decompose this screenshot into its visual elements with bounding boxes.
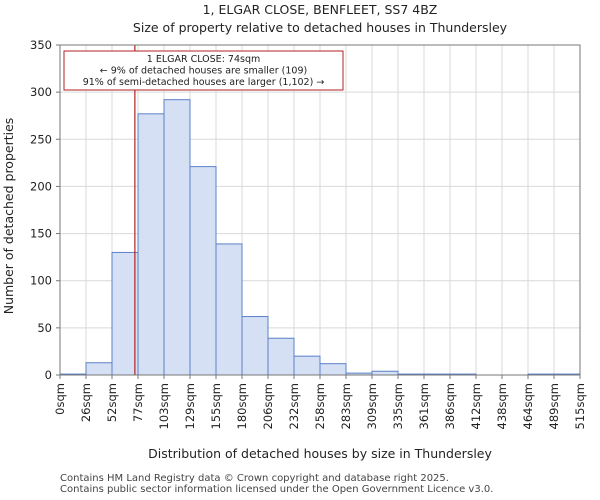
x-tick-label-14: 361sqm — [417, 383, 431, 429]
x-axis-label: Distribution of detached houses by size … — [148, 446, 492, 461]
x-tick-label-4: 103sqm — [157, 383, 171, 429]
annotation-line-0: 1 ELGAR CLOSE: 74sqm — [147, 54, 260, 65]
y-tick-label-5: 250 — [30, 132, 52, 146]
bar-7 — [241, 316, 269, 376]
bar-6 — [215, 243, 243, 376]
x-tick-label-15: 386sqm — [443, 383, 457, 429]
y-tick-label-7: 350 — [30, 38, 52, 52]
x-tick-label-18: 464sqm — [521, 383, 535, 429]
bar-9 — [293, 355, 321, 376]
x-tick-label-1: 26sqm — [79, 383, 93, 422]
y-tick-label-4: 200 — [30, 179, 52, 193]
x-tick-label-13: 335sqm — [391, 383, 405, 429]
marker-group: 1 ELGAR CLOSE: 74sqm← 9% of detached hou… — [63, 45, 344, 375]
x-tick-label-0: 0sqm — [53, 383, 67, 415]
x-tick-labels: 0sqm 26sqm 52sqm 77sqm 103sqm 129sqm 155sqm 180… — [53, 375, 587, 429]
bar-10 — [319, 363, 347, 376]
x-tick-label-3: 77sqm — [131, 383, 145, 422]
x-tick-label-5: 129sqm — [183, 383, 197, 429]
footer-line-2: Contains public sector information licen… — [60, 484, 494, 495]
x-tick-label-7: 180sqm — [235, 383, 249, 429]
bar-12 — [371, 370, 399, 376]
x-tick-label-10: 258sqm — [313, 383, 327, 429]
x-tick-label-6: 155sqm — [209, 383, 223, 429]
x-tick-label-16: 412sqm — [469, 383, 483, 429]
bar-3 — [137, 113, 165, 376]
y-tick-label-2: 100 — [30, 274, 52, 288]
bar-8 — [267, 337, 295, 376]
annotation-box — [63, 50, 344, 91]
y-tick-label-1: 50 — [37, 321, 52, 335]
chart-subtitle: Size of property relative to detached ho… — [133, 20, 508, 35]
bar-5 — [189, 166, 217, 376]
bar-4 — [163, 99, 191, 376]
annotation-line-1: ← 9% of detached houses are smaller (109… — [100, 66, 307, 77]
y-tick-label-3: 150 — [30, 227, 52, 241]
y-tick-label-0: 0 — [45, 368, 52, 382]
bar-2 — [111, 251, 139, 376]
x-tick-label-19: 489sqm — [547, 383, 561, 429]
chart-title: 1, ELGAR CLOSE, BENFLEET, SS7 4BZ — [203, 2, 438, 17]
x-tick-label-9: 232sqm — [287, 383, 301, 429]
bar-1 — [85, 362, 113, 376]
x-tick-label-8: 206sqm — [261, 383, 275, 429]
x-tick-label-17: 438sqm — [495, 383, 509, 429]
annotation-line-2: 91% of semi-detached houses are larger (… — [83, 77, 325, 88]
bars-group — [59, 99, 581, 376]
y-tick-labels: 0 50 100 150 200 250 300 350 — [30, 38, 60, 382]
x-tick-label-2: 52sqm — [105, 383, 119, 422]
x-tick-label-20: 515sqm — [573, 383, 587, 429]
y-axis-label: Number of detached properties — [1, 118, 16, 315]
footer-line-1: Contains HM Land Registry data © Crown c… — [60, 473, 449, 484]
x-tick-label-11: 283sqm — [339, 383, 353, 429]
x-tick-label-12: 309sqm — [365, 383, 379, 429]
y-tick-label-6: 300 — [30, 85, 52, 99]
